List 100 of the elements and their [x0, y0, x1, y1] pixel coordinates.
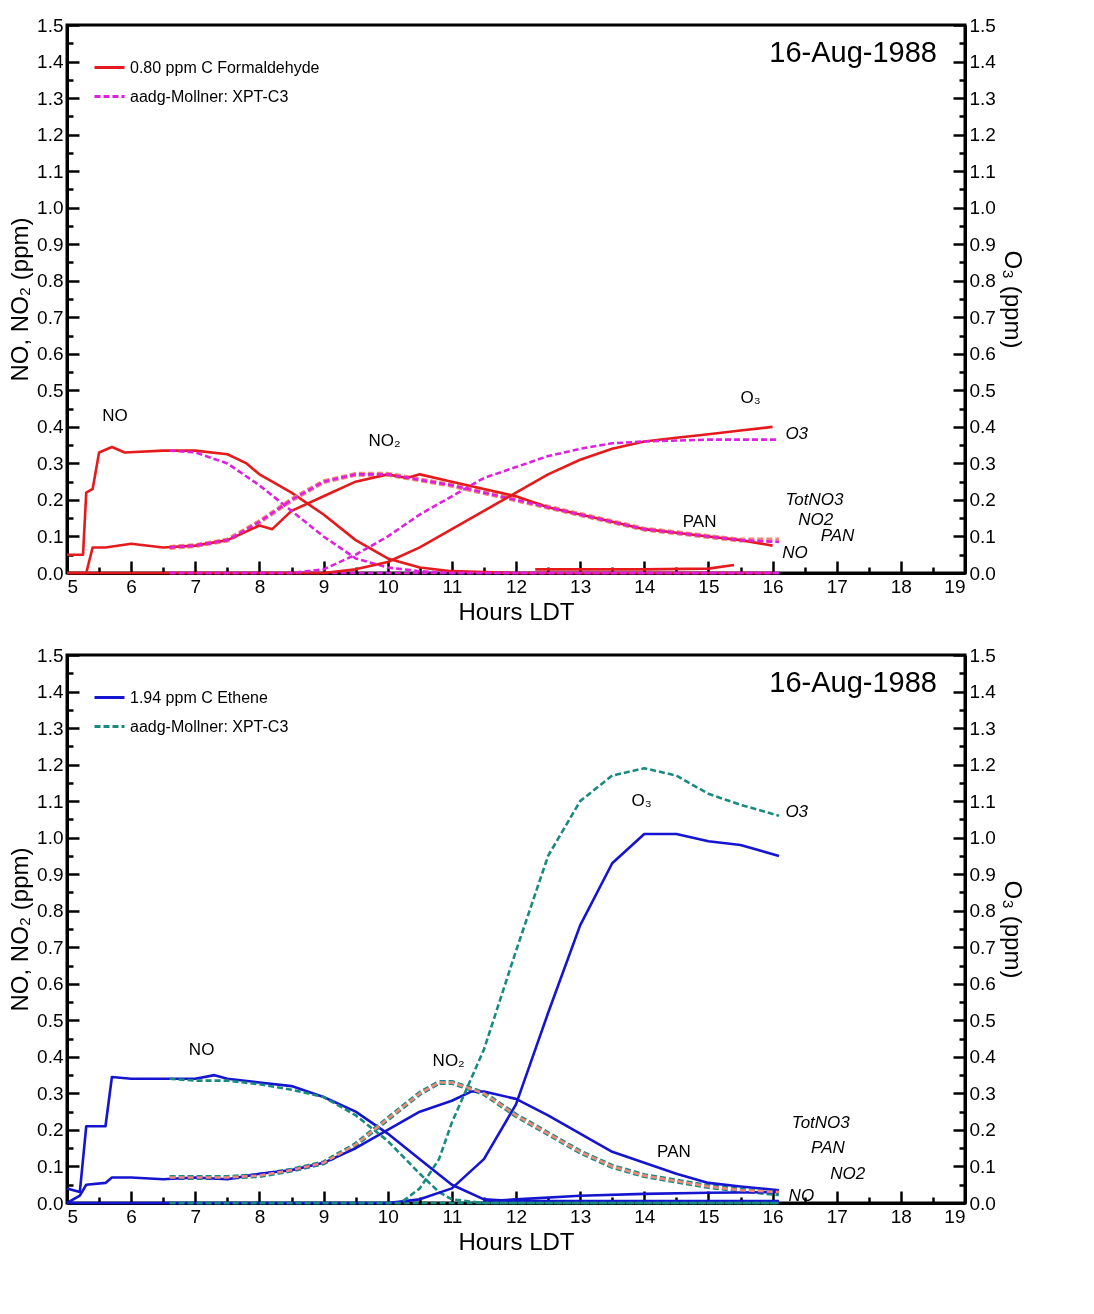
- y-tick-label: 1.5: [37, 644, 64, 666]
- y2-tick-label: 1.3: [969, 87, 996, 109]
- y-tick-label: 0.4: [37, 1046, 64, 1068]
- annotation: NO₂: [368, 431, 401, 451]
- y-tick-label: 0.8: [37, 900, 64, 922]
- x-tick-label: 9: [318, 575, 330, 597]
- y-tick-label: 1.4: [37, 51, 64, 73]
- y-axis-title: NO, NO₂ (ppm): [6, 217, 34, 382]
- y-tick-label: 1.1: [37, 790, 64, 812]
- y-tick-label: 0.3: [37, 1082, 64, 1104]
- x-tick-label: 11: [442, 575, 463, 597]
- y-tick-label: 1.3: [37, 717, 64, 739]
- y2-tick-label: 0.6: [969, 973, 996, 995]
- y-tick-label: 0.5: [37, 379, 64, 401]
- y2-tick-label: 1.0: [969, 197, 996, 219]
- y-tick-label: 1.5: [37, 14, 64, 36]
- y2-axis-title: O₃ (ppm): [999, 880, 1027, 979]
- annotation: 16-Aug-1988: [769, 666, 937, 698]
- x-tick-label: 7: [190, 575, 202, 597]
- x-tick-label: 13: [570, 575, 592, 597]
- y-tick-label: 0.1: [37, 525, 64, 547]
- annotation: NO: [102, 405, 128, 425]
- x-tick-label: 6: [126, 575, 137, 597]
- y2-tick-label: 0.4: [969, 416, 997, 438]
- y-tick-label: 1.2: [37, 124, 64, 146]
- y2-tick-label: 0.7: [969, 306, 996, 328]
- y-tick-label: 0.2: [37, 1119, 64, 1141]
- x-axis-title: Hours LDT: [458, 1227, 575, 1255]
- x-tick-label: 14: [634, 1205, 656, 1227]
- y2-tick-label: 1.1: [969, 790, 996, 812]
- y2-tick-label: 1.4: [969, 51, 997, 73]
- y2-tick-label: 0.1: [969, 1155, 996, 1177]
- x-tick-label: 11: [442, 1205, 463, 1227]
- annotation: O₃: [740, 387, 761, 407]
- y-tick-label: 1.0: [37, 197, 64, 219]
- x-tick-label: 19: [944, 575, 966, 597]
- annotation: O3: [785, 802, 809, 822]
- y2-tick-label: 0.2: [969, 1119, 996, 1141]
- y-tick-label: 0.4: [37, 416, 64, 438]
- annotation: NO: [188, 1039, 215, 1059]
- annotation: PAN: [657, 1141, 691, 1161]
- y-tick-label: 0.5: [37, 1009, 64, 1031]
- x-tick-label: 12: [505, 1205, 528, 1227]
- y2-tick-label: 0.9: [969, 863, 996, 885]
- y2-tick-label: 1.3: [969, 717, 996, 739]
- y2-tick-label: 1.1: [969, 160, 996, 182]
- y-tick-label: 0.8: [37, 270, 64, 292]
- y2-axis-title: O₃ (ppm): [999, 250, 1027, 349]
- legend-label: aadg-Mollner: XPT-C3: [130, 87, 289, 105]
- y2-tick-label: 0.0: [969, 562, 996, 584]
- annotation: NO: [788, 1185, 815, 1205]
- y2-tick-label: 0.3: [969, 1082, 996, 1104]
- y-tick-label: 0.2: [37, 489, 64, 511]
- y2-tick-label: 0.2: [969, 489, 996, 511]
- y-tick-label: 1.4: [37, 681, 64, 703]
- y2-tick-label: 0.0: [969, 1192, 996, 1214]
- annotation: TotNO3: [791, 1112, 851, 1132]
- x-tick-label: 15: [698, 1205, 720, 1227]
- x-tick-label: 17: [826, 1205, 848, 1227]
- x-tick-label: 7: [190, 1205, 202, 1227]
- y-tick-label: 0.6: [37, 343, 64, 365]
- annotation: 16-Aug-1988: [769, 36, 937, 68]
- y2-tick-label: 0.6: [969, 343, 996, 365]
- y-tick-label: 0.7: [37, 306, 64, 328]
- y2-tick-label: 1.5: [969, 644, 996, 666]
- y-tick-label: 0.9: [37, 233, 64, 255]
- annotation: NO: [782, 542, 808, 562]
- x-tick-label: 9: [318, 1205, 330, 1227]
- annotation: NO₂: [432, 1050, 465, 1070]
- y2-tick-label: 1.2: [969, 124, 996, 146]
- y-tick-label: 0.9: [37, 863, 64, 885]
- legend-label: 0.80 ppm C Formaldehyde: [130, 58, 320, 76]
- x-tick-label: 18: [890, 575, 912, 597]
- annotation: PAN: [811, 1138, 846, 1158]
- x-tick-label: 13: [570, 1205, 592, 1227]
- y-tick-label: 0.0: [37, 562, 64, 584]
- y2-tick-label: 1.5: [969, 14, 996, 36]
- legend-label: aadg-Mollner: XPT-C3: [130, 717, 289, 735]
- x-tick-label: 16: [762, 575, 784, 597]
- annotation: TotNO3: [785, 489, 844, 509]
- y-axis-title: NO, NO₂ (ppm): [6, 847, 34, 1012]
- x-tick-label: 10: [377, 1205, 399, 1227]
- y2-tick-label: 0.8: [969, 900, 996, 922]
- annotation: PAN: [682, 511, 717, 531]
- y2-tick-label: 0.4: [969, 1046, 997, 1068]
- x-axis-title: Hours LDT: [458, 597, 575, 625]
- y-tick-label: 0.0: [37, 1192, 64, 1214]
- y2-tick-label: 1.0: [969, 827, 996, 849]
- y2-tick-label: 0.9: [969, 233, 996, 255]
- y-tick-label: 1.1: [37, 160, 64, 182]
- y-tick-label: 0.7: [37, 936, 64, 958]
- x-tick-label: 15: [698, 575, 720, 597]
- y2-tick-label: 1.2: [969, 754, 996, 776]
- y2-tick-label: 1.4: [969, 681, 997, 703]
- y-tick-label: 0.3: [37, 452, 64, 474]
- y2-tick-label: 0.5: [969, 1009, 996, 1031]
- annotation: NO2: [830, 1163, 866, 1183]
- x-tick-label: 6: [126, 1205, 137, 1227]
- x-tick-label: 12: [505, 575, 528, 597]
- y-tick-label: 0.1: [37, 1155, 64, 1177]
